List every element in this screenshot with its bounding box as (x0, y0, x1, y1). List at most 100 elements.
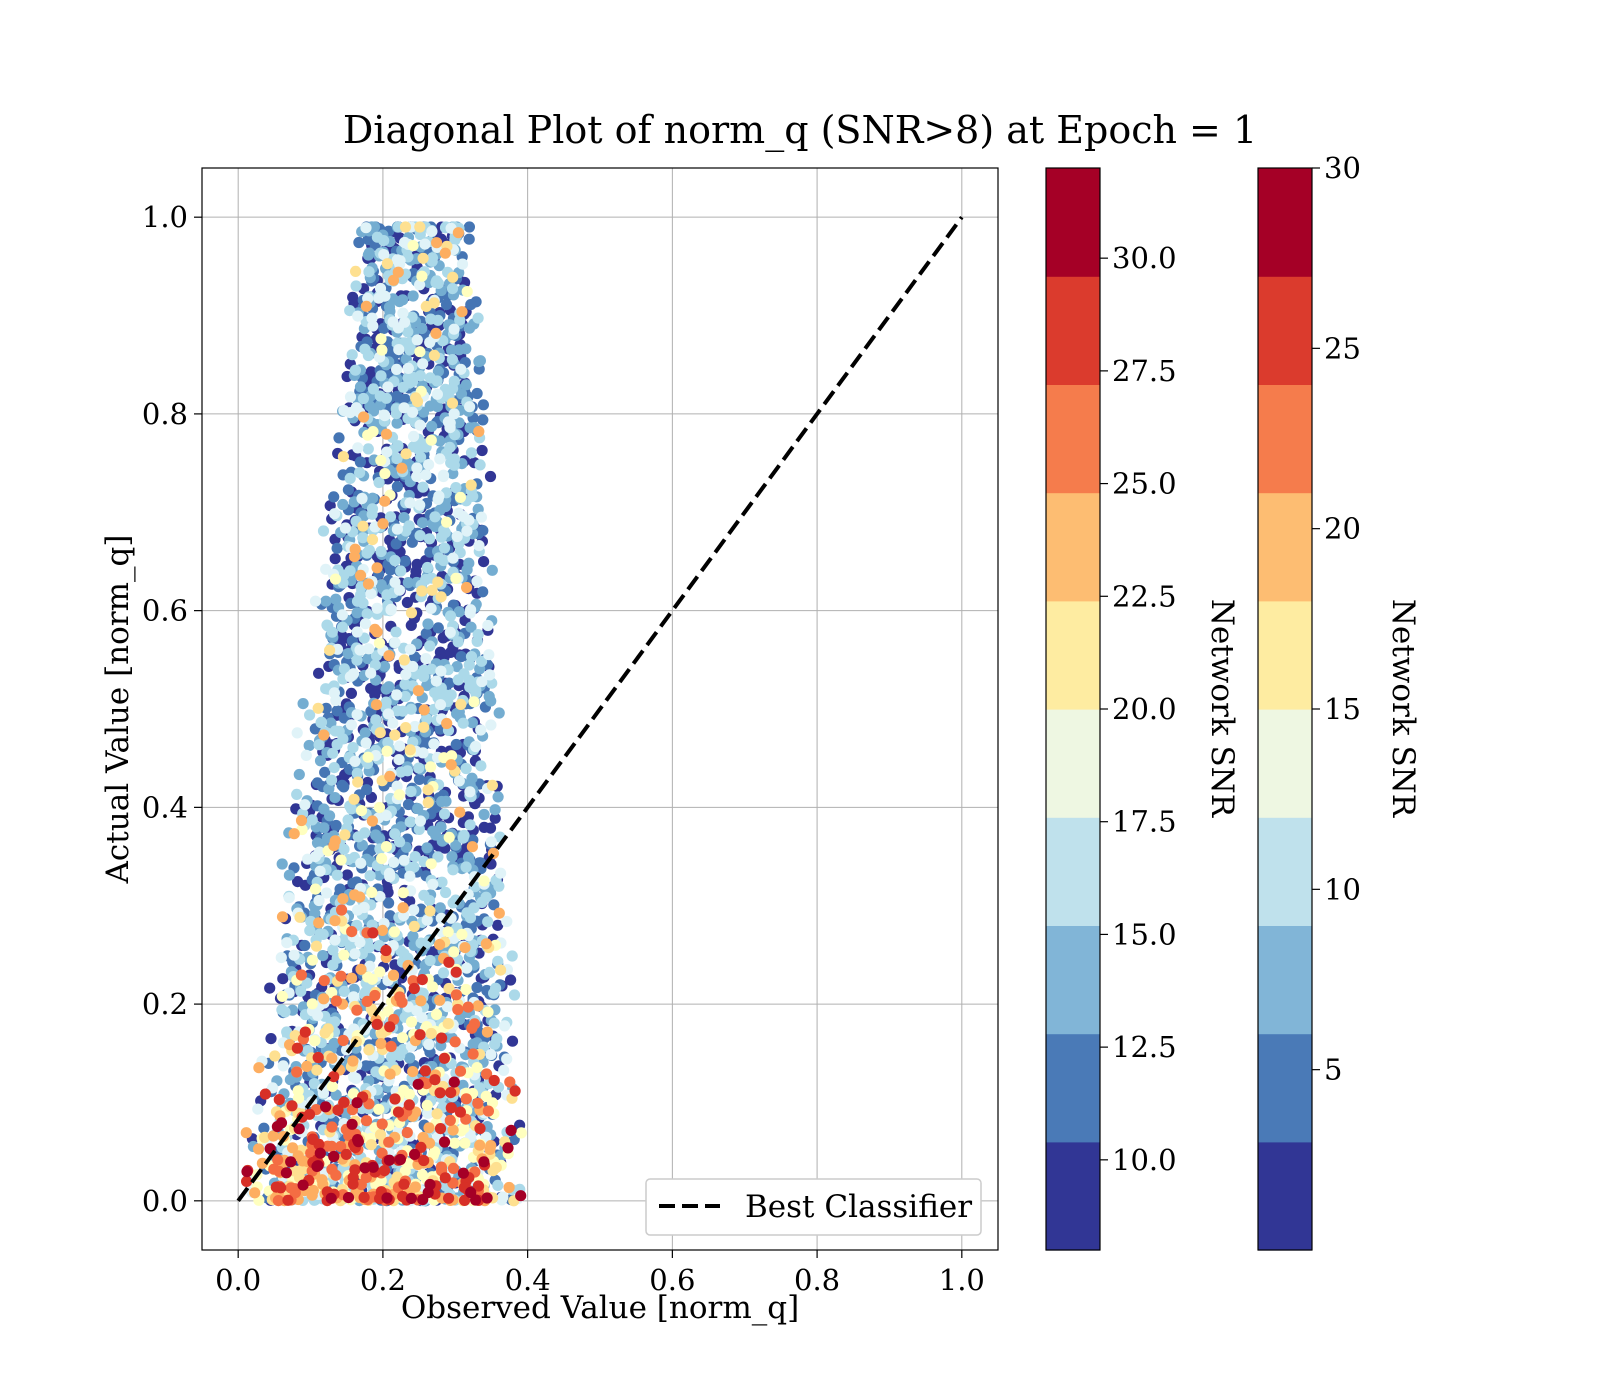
scatter-point (409, 1181, 421, 1193)
colorbar-2-band (1258, 709, 1312, 818)
scatter-point (332, 1104, 344, 1116)
scatter-point (432, 576, 444, 588)
scatter-point (326, 1052, 338, 1064)
scatter-point (357, 392, 369, 405)
scatter-point (367, 927, 379, 939)
scatter-point (404, 643, 416, 655)
scatter-point (465, 447, 478, 459)
scatter-point (275, 1117, 288, 1129)
scatter-point (454, 314, 466, 326)
scatter-point (382, 1006, 394, 1018)
scatter-point (347, 1088, 359, 1100)
scatter-point (299, 1026, 311, 1038)
scatter-point (405, 607, 418, 619)
scatter-point (476, 676, 488, 688)
scatter-point (389, 729, 401, 741)
scatter-point (375, 370, 387, 382)
scatter-point (337, 1034, 349, 1047)
scatter-point (451, 530, 463, 543)
scatter-point (348, 991, 360, 1003)
scatter-point (337, 733, 349, 745)
scatter-point (438, 1136, 451, 1148)
scatter-point (326, 774, 338, 786)
scatter-point (456, 306, 468, 318)
scatter-point (450, 839, 462, 851)
scatter-point (337, 451, 349, 463)
scatter-point (414, 221, 426, 233)
scatter-point (381, 745, 393, 757)
scatter-point (371, 626, 383, 638)
scatter-point (348, 793, 360, 805)
scatter-point (435, 1161, 447, 1173)
scatter-point (423, 1122, 435, 1134)
scatter-point (309, 595, 322, 607)
scatter-point (408, 920, 420, 933)
scatter-point (342, 484, 354, 496)
scatter-point (407, 441, 419, 453)
scatter-point (391, 780, 403, 792)
scatter-point (393, 789, 405, 801)
scatter-point (452, 674, 464, 686)
scatter-point (467, 490, 479, 502)
scatter-point (438, 542, 451, 554)
scatter-point (354, 381, 367, 393)
scatter-point (347, 1055, 359, 1067)
scatter-point (349, 948, 361, 960)
scatter-point (353, 236, 365, 249)
scatter-point (279, 1006, 291, 1018)
scatter-point (396, 462, 408, 474)
scatter-point (306, 954, 319, 966)
scatter-point (281, 1026, 293, 1038)
scatter-point (429, 511, 441, 523)
y-tick-label: 0.6 (142, 594, 188, 628)
scatter-point (419, 1065, 431, 1077)
scatter-point (421, 561, 434, 574)
scatter-point (329, 508, 341, 520)
scatter-point (427, 878, 439, 890)
scatter-point (441, 717, 453, 730)
scatter-point (345, 687, 357, 700)
scatter-point (378, 1165, 391, 1177)
scatter-point (291, 727, 303, 739)
scatter-point (366, 844, 378, 856)
scatter-point (447, 897, 459, 909)
colorbar-2-band (1258, 1141, 1312, 1251)
scatter-point (252, 1103, 264, 1115)
scatter-point (444, 610, 457, 622)
scatter-point (373, 1103, 385, 1115)
scatter-point (425, 761, 437, 773)
chart-title: Diagonal Plot of norm_q (SNR>8) at Epoch… (343, 108, 1257, 153)
scatter-point (364, 960, 376, 972)
scatter-point (309, 883, 322, 895)
scatter-point (370, 829, 382, 841)
scatter-point (335, 854, 347, 866)
colorbar-2-tick-label: 20 (1324, 512, 1361, 546)
scatter-point (457, 717, 469, 729)
scatter-point (432, 622, 444, 634)
scatter-point (253, 1143, 265, 1155)
scatter-point (276, 911, 289, 923)
scatter-point (473, 540, 485, 552)
scatter-point (369, 689, 381, 701)
scatter-point (374, 390, 386, 402)
scatter-point (456, 258, 469, 270)
scatter-point (314, 755, 327, 767)
colorbar-1-tick-label: 10.0 (1112, 1143, 1177, 1177)
scatter-point (451, 661, 463, 673)
colorbar-2-label: Network SNR (1385, 599, 1421, 819)
scatter-point (385, 604, 397, 616)
scatter-point (317, 525, 330, 537)
colorbar-2-band (1258, 168, 1312, 277)
scatter-point (430, 277, 442, 289)
scatter-point (286, 1100, 298, 1112)
scatter-point (377, 518, 389, 530)
scatter-point (292, 1150, 304, 1162)
scatter-point (384, 1021, 396, 1033)
scatter-point (466, 717, 478, 729)
scatter-point (411, 462, 423, 474)
scatter-point (433, 552, 445, 564)
scatter-point (420, 469, 432, 481)
scatter-point (391, 363, 403, 375)
scatter-point (458, 1122, 470, 1134)
scatter-point (354, 456, 366, 468)
